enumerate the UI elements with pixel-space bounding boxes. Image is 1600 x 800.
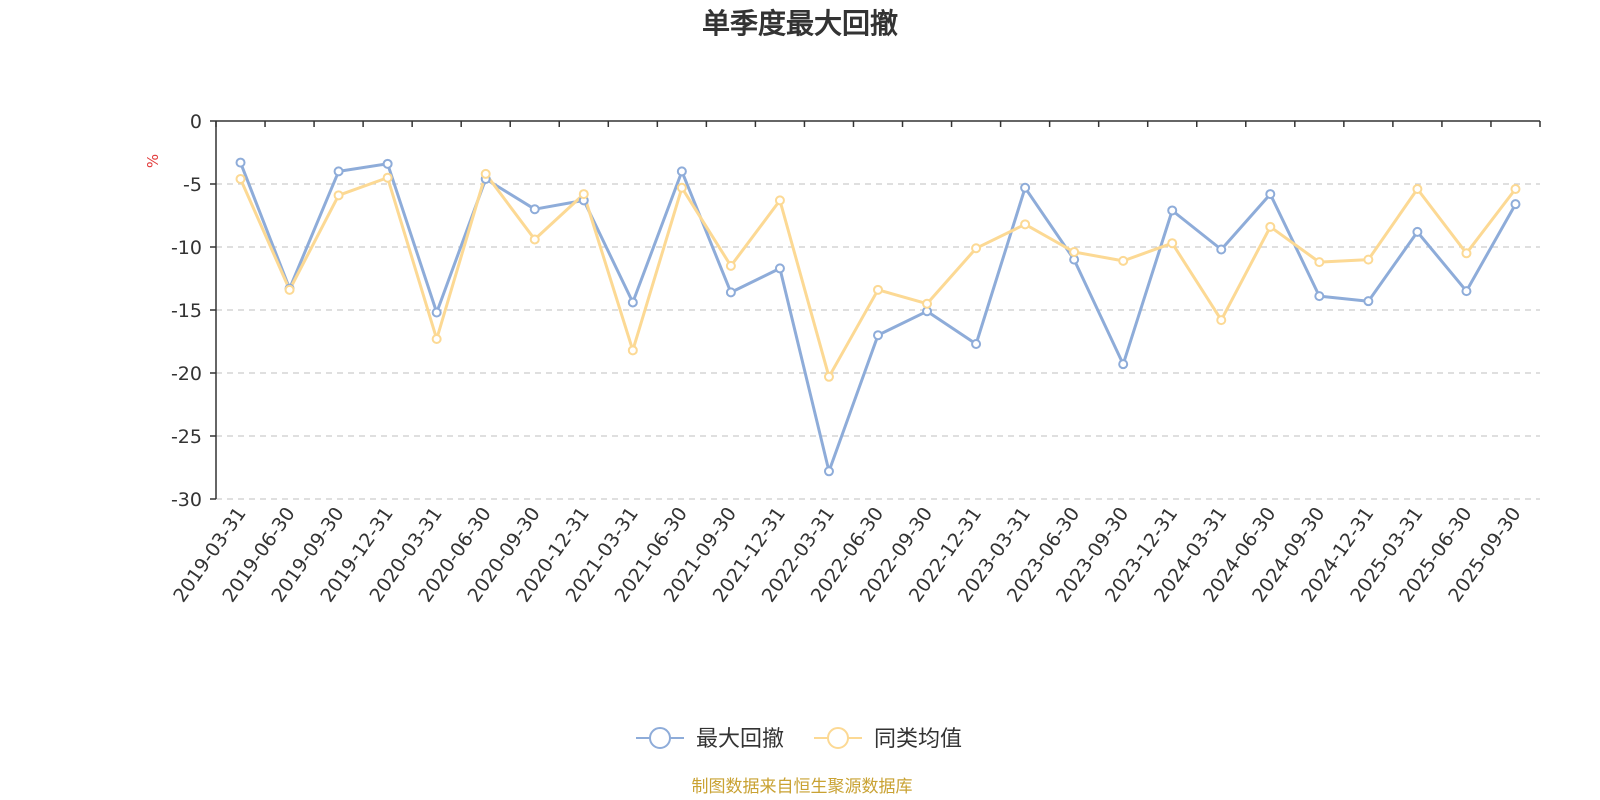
y-tick-label-4: -20 [171, 363, 202, 385]
series-2-point-21[interactable] [1265, 221, 1276, 232]
series-2-point-16[interactable] [1020, 219, 1031, 230]
series-2-point-10[interactable] [725, 260, 736, 271]
series-2-point-4[interactable] [431, 333, 442, 344]
series-1-point-6[interactable] [529, 204, 540, 215]
series-2-point-18[interactable] [1118, 255, 1129, 266]
series-2-point-19[interactable] [1167, 238, 1178, 249]
series-1-point-25[interactable] [1461, 286, 1472, 297]
series-1-point-4[interactable] [431, 307, 442, 318]
legend-item-series-1[interactable]: 最大回撤 [636, 727, 784, 752]
series-1-point-10[interactable] [725, 287, 736, 298]
series-2-point-9[interactable] [676, 182, 687, 193]
series-2-point-20[interactable] [1216, 315, 1227, 326]
series-1-point-26[interactable] [1510, 199, 1521, 210]
series-2-point-26[interactable] [1510, 184, 1521, 195]
series-1-point-3[interactable] [382, 158, 393, 169]
series-1-point-18[interactable] [1118, 359, 1129, 370]
legend-series-2-marker [827, 727, 849, 749]
series-1-point-11[interactable] [774, 263, 785, 274]
legend-series-1-marker [649, 727, 671, 749]
series-1-point-9[interactable] [676, 166, 687, 177]
series-1-point-13[interactable] [873, 330, 883, 341]
series-2-point-23[interactable] [1363, 254, 1374, 265]
y-axis: 0 -5 -10 -15 -20 -25 -30 [171, 111, 217, 511]
series-1-point-24[interactable] [1412, 226, 1423, 237]
series-2-point-12[interactable] [823, 371, 834, 382]
series-2-point-13[interactable] [873, 284, 883, 295]
series-1-point-23[interactable] [1363, 296, 1374, 307]
data-source-note: 制图数据来自恒生聚源数据库 [692, 777, 913, 797]
grid-lines [216, 183, 1540, 500]
series-2-line [239, 172, 1517, 379]
series-2-point-7[interactable] [578, 189, 589, 200]
series-2-point-22[interactable] [1314, 257, 1325, 268]
series-2-point-11[interactable] [774, 195, 785, 206]
y-tick-label-0: 0 [190, 111, 202, 133]
y-tick-label-3: -15 [171, 300, 202, 322]
series-1-point-0[interactable] [235, 157, 246, 168]
legend: 最大回撤 同类均值 [636, 727, 962, 752]
series-2-point-17[interactable] [1069, 247, 1080, 258]
y-axis-unit: % [144, 154, 162, 168]
series-1-point-19[interactable] [1167, 205, 1178, 216]
series-points [235, 157, 1521, 477]
series-2-point-8[interactable] [627, 345, 638, 356]
series-2-point-25[interactable] [1461, 248, 1472, 259]
legend-series-1-label: 最大回撤 [696, 727, 784, 752]
series-2-point-2[interactable] [333, 190, 344, 201]
series-1-point-15[interactable] [971, 339, 982, 350]
series-1-point-16[interactable] [1020, 182, 1031, 193]
series-1-point-21[interactable] [1265, 189, 1276, 200]
series-1-point-22[interactable] [1314, 291, 1325, 302]
y-tick-label-1: -5 [183, 174, 202, 196]
series-2-point-3[interactable] [382, 172, 393, 183]
x-axis: 2019-03-312019-06-302019-09-302019-12-31… [169, 120, 1541, 606]
y-tick-label-2: -10 [171, 237, 202, 259]
y-tick-label-6: -30 [171, 489, 202, 511]
legend-series-2-label: 同类均值 [874, 727, 962, 752]
series-lines [239, 162, 1517, 473]
legend-item-series-2[interactable]: 同类均值 [814, 727, 962, 752]
series-1-line [239, 162, 1517, 473]
series-1-point-20[interactable] [1216, 244, 1227, 255]
y-tick-label-5: -25 [171, 426, 202, 448]
chart-title: 单季度最大回撤 [702, 7, 898, 40]
series-1-point-12[interactable] [823, 466, 834, 477]
series-1-point-8[interactable] [627, 297, 638, 308]
series-2-point-24[interactable] [1412, 184, 1423, 195]
series-2-point-5[interactable] [480, 168, 491, 179]
series-2-point-14[interactable] [922, 298, 933, 309]
series-2-point-15[interactable] [971, 243, 982, 254]
series-1-point-2[interactable] [333, 166, 344, 177]
series-2-point-1[interactable] [284, 284, 295, 295]
series-2-point-6[interactable] [529, 234, 540, 245]
series-2-point-0[interactable] [235, 173, 246, 184]
